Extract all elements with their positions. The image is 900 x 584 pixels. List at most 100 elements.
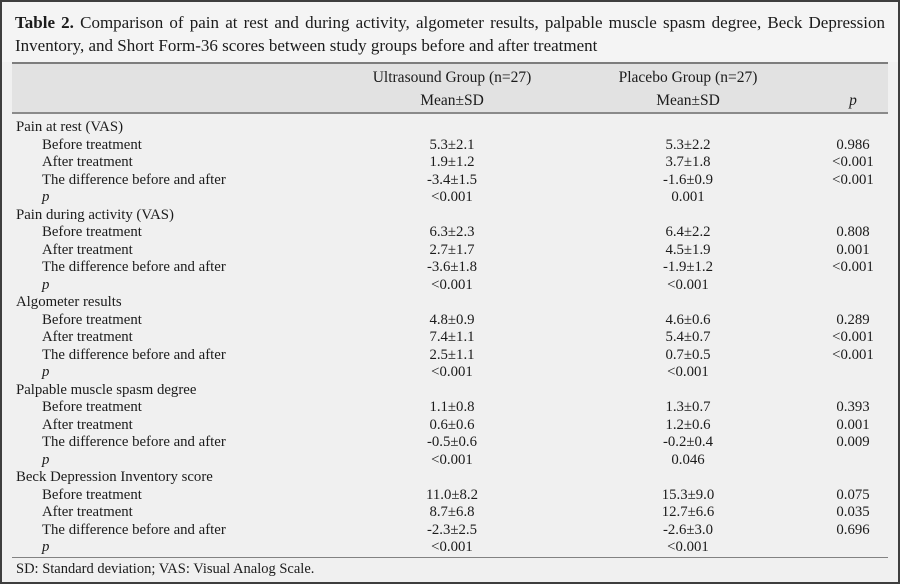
p-value [814,382,892,400]
ultrasound-value: -2.3±2.5 [426,521,478,538]
data-row: p <0.001 <0.001 [12,364,888,382]
placebo-value [562,207,814,225]
data-row: Before treatment 5.3±2.1 5.3±2.2 0.986 [12,137,888,155]
p-value [814,277,892,295]
data-row: After treatment 8.7±6.8 12.7±6.6 0.035 [12,504,888,522]
section-header-row: Palpable muscle spasm degree [12,382,888,400]
p-value [814,364,892,382]
placebo-value: 1.3±0.7 [665,399,711,415]
data-row: Before treatment 6.3±2.3 6.4±2.2 0.808 [12,224,888,242]
p-value: <0.001 [832,259,874,275]
placebo-value: 12.7±6.6 [661,504,715,520]
placebo-group-label: Placebo Group (n=27) [614,66,763,89]
table-number: Table 2. [15,13,74,32]
header-spacer [12,89,342,112]
ultrasound-value: 0.6±0.6 [429,416,475,433]
placebo-value: 5.3±2.2 [665,136,711,153]
row-label: p [42,276,50,293]
row-label: p [42,364,50,380]
section-header-row: Pain during activity (VAS) [12,207,888,225]
placebo-group-header: Placebo Group (n=27) [562,66,814,89]
row-label: The difference before and after [42,521,226,538]
row-label: Pain during activity (VAS) [16,206,174,223]
placebo-value [562,382,814,400]
row-label: Before treatment [42,399,142,415]
p-value: <0.001 [832,171,874,188]
ultrasound-value: -0.5±0.6 [426,434,478,450]
row-label: After treatment [42,329,133,345]
row-label: Before treatment [42,486,142,503]
p-value [814,294,892,312]
data-row: The difference before and after -3.6±1.8 -… [12,259,888,277]
data-row: Before treatment 4.8±0.9 4.6±0.6 0.289 [12,312,888,330]
data-row: The difference before and after -0.5±0.6 -… [12,434,888,452]
placebo-value [562,294,814,312]
p-value: <0.001 [832,346,874,363]
ultrasound-value [342,119,562,137]
row-label: p [42,189,50,205]
subheader-row: Mean±SD Mean±SD p [12,89,888,112]
p-value: 0.001 [836,416,870,433]
data-row: Before treatment 1.1±0.8 1.3±0.7 0.393 [12,399,888,417]
ultrasound-group-header: Ultrasound Group (n=27) [342,66,562,89]
placebo-value: 5.4±0.7 [665,329,711,345]
ultrasound-value: 1.1±0.8 [429,399,475,415]
ultrasound-value: 8.7±6.8 [429,504,475,520]
placebo-value [562,469,814,487]
data-row: Before treatment 11.0±8.2 15.3±9.0 0.075 [12,487,888,505]
p-value [814,469,892,487]
row-label: The difference before and after [42,259,226,275]
row-label: After treatment [42,241,133,258]
p-value: 0.289 [836,311,870,328]
placebo-value: -2.6±3.0 [662,521,714,538]
ultrasound-value [342,294,562,312]
row-label: Beck Depression Inventory score [16,469,213,485]
placebo-value: -0.2±0.4 [662,434,714,450]
placebo-value: 1.2±0.6 [665,416,711,433]
row-label: Algometer results [16,294,122,310]
p-value [814,119,892,137]
header-spacer [12,66,342,89]
placebo-meansd-header: Mean±SD [656,92,720,109]
ultrasound-group-label: Ultrasound Group (n=27) [368,66,537,89]
p-value: 0.696 [836,521,870,538]
ultrasound-meansd-header: Mean±SD [420,92,484,109]
placebo-value [562,119,814,137]
p-value: 0.009 [836,434,870,450]
data-row: After treatment 1.9±1.2 3.7±1.8 <0.001 [12,154,888,172]
data-row: After treatment 0.6±0.6 1.2±0.6 0.001 [12,417,888,435]
table-title: Table 2. Comparison of pain at rest and … [2,2,898,62]
p-value: 0.986 [836,136,870,153]
placebo-value: -1.9±1.2 [662,259,714,275]
row-label: The difference before and after [42,346,226,363]
table-content: Ultrasound Group (n=27) Placebo Group (n… [12,62,888,582]
p-value [814,189,892,207]
ultrasound-value: 6.3±2.3 [429,224,475,240]
row-label: Palpable muscle spasm degree [16,381,197,398]
section-header-row: Beck Depression Inventory score [12,469,888,487]
p-value: 0.075 [836,486,870,503]
placebo-value: 6.4±2.2 [665,224,711,240]
group-header-row: Ultrasound Group (n=27) Placebo Group (n… [12,66,888,89]
placebo-value: 0.7±0.5 [665,346,711,363]
row-label: Before treatment [42,224,142,240]
data-row: p <0.001 <0.001 [12,277,888,295]
p-value [814,207,892,225]
data-row: The difference before and after -2.3±2.5 -… [12,522,888,540]
section-header-row: Pain at rest (VAS) [12,119,888,137]
placebo-value: -1.6±0.9 [662,171,714,188]
p-value: 0.393 [836,399,870,415]
p-value [814,452,892,470]
row-label: After treatment [42,416,133,433]
placebo-value: 4.5±1.9 [665,241,711,258]
ultrasound-value: 2.7±1.7 [429,241,475,258]
p-value: 0.035 [836,504,870,520]
row-label: The difference before and after [42,434,226,450]
p-column-header: p [849,92,857,109]
ultrasound-value: <0.001 [431,364,473,380]
placebo-value: 4.6±0.6 [665,311,711,328]
row-label: The difference before and after [42,171,226,188]
placebo-value: 3.7±1.8 [665,154,711,170]
section-header-row: Algometer results [12,294,888,312]
ultrasound-value: <0.001 [431,189,473,205]
